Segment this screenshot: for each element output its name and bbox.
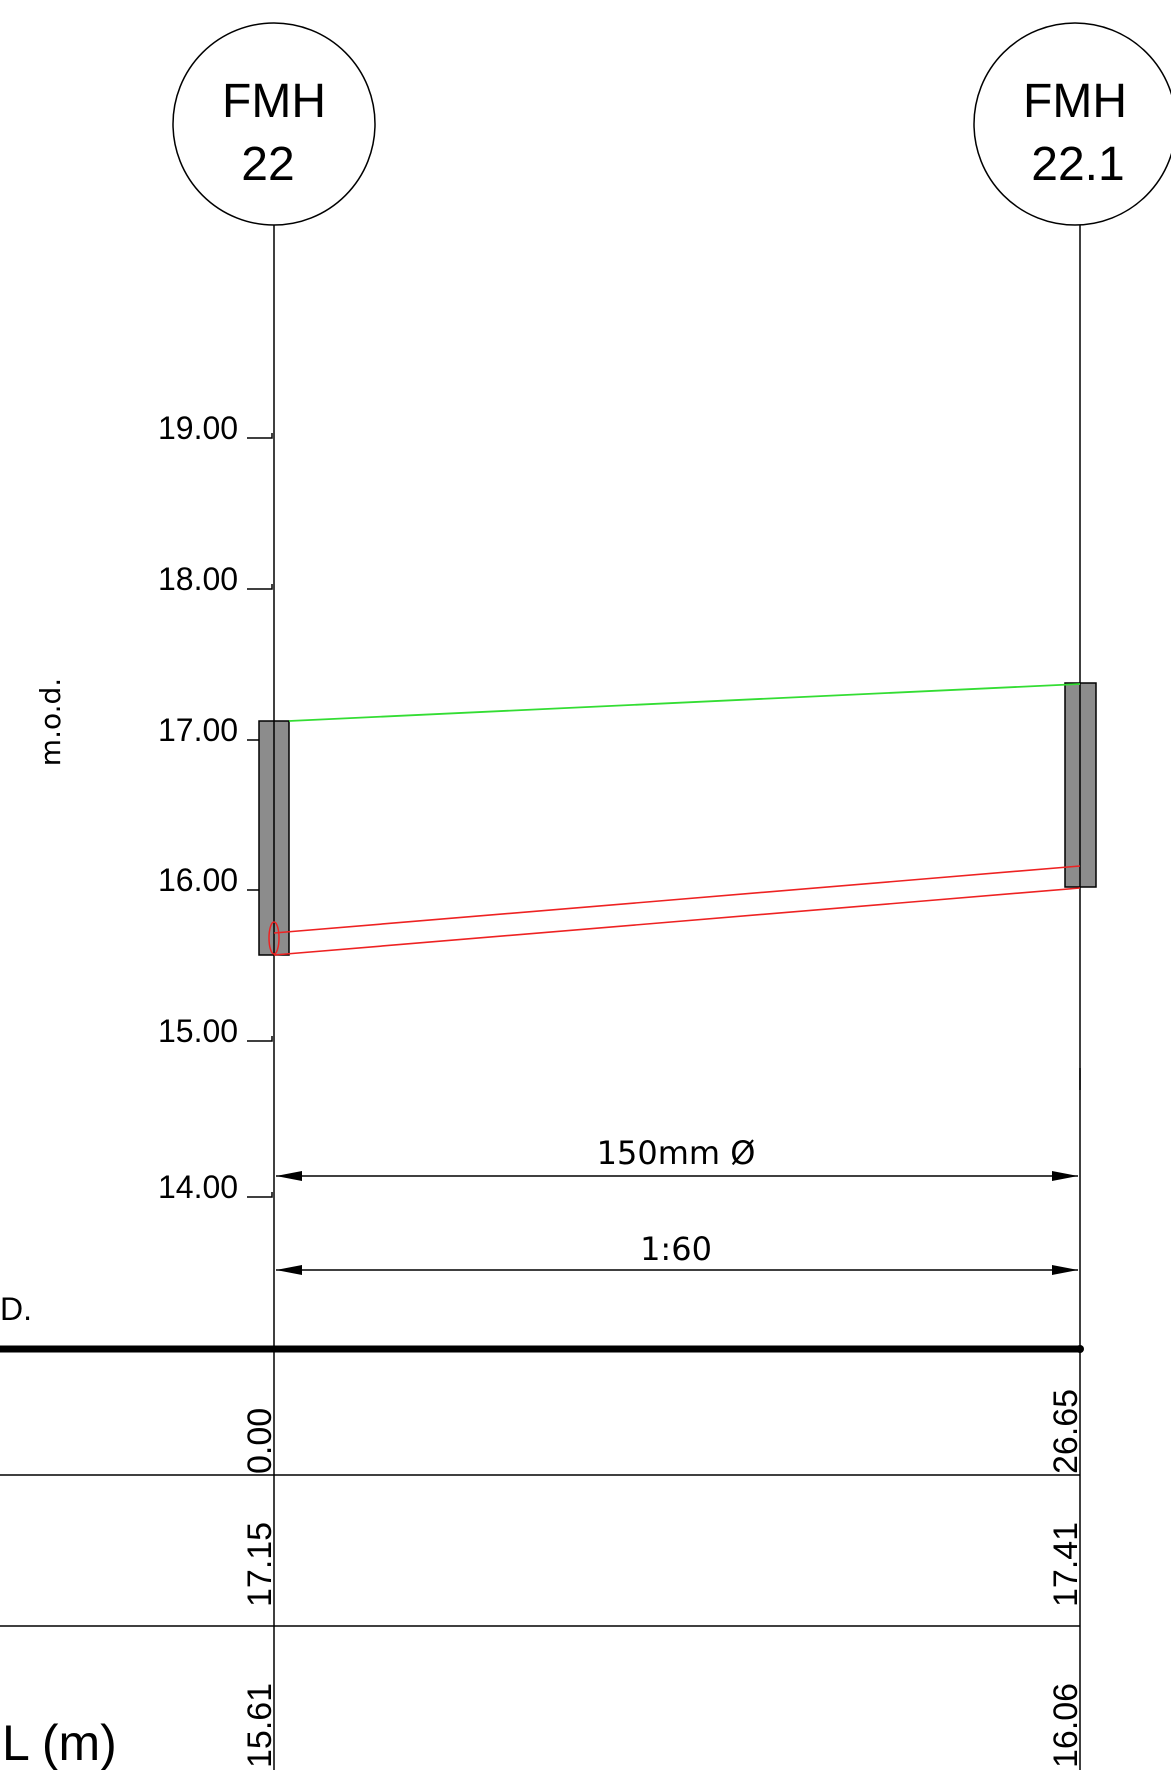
manhole-label-number: 22 (241, 138, 294, 191)
datum-line-end (1076, 1345, 1084, 1353)
cover-level-row: 17.15 17.41 (241, 1522, 1085, 1607)
chainage-row: 0.00 26.65 (241, 1389, 1085, 1474)
pipe-diameter-dimension: 150mm Ø (276, 1134, 1078, 1181)
axis-label-mod: m.o.d. (34, 678, 67, 766)
manhole-label-type: FMH (222, 75, 326, 128)
pipe-gradient-label: 1:60 (640, 1230, 712, 1268)
level-tick-mark (247, 1036, 273, 1042)
ground-level-line (288, 683, 1081, 722)
level-tick-mark (247, 584, 273, 590)
pipe-soffit-line (273, 865, 1081, 934)
chainage-value: 0.00 (241, 1408, 279, 1474)
invert-level-value: 16.06 (1047, 1683, 1085, 1768)
level-tick-label: 14.00 (158, 1169, 238, 1205)
arrowhead-right (1052, 1171, 1078, 1181)
manhole-label-number: 22.1 (1031, 138, 1124, 191)
level-tick-label: 17.00 (158, 712, 238, 748)
pipe-gradient-dimension: 1:60 (276, 1230, 1078, 1275)
arrowhead-left (276, 1171, 302, 1181)
invert-level-value: 15.61 (241, 1683, 279, 1768)
pipe-invert-line (273, 887, 1081, 956)
level-tick-mark (247, 433, 273, 439)
manhole-header-fmh-22-1: FMH 22.1 (973, 22, 1171, 226)
invert-level-row: 15.61 16.06 (241, 1683, 1085, 1768)
pipe-section-ellipse (268, 921, 280, 955)
level-axis: 19.00 18.00 17.00 16.00 15.00 14.00 (158, 410, 273, 1205)
chainage-value: 26.65 (1047, 1389, 1085, 1474)
cover-level-value: 17.41 (1047, 1522, 1085, 1607)
arrowhead-right (1052, 1265, 1078, 1275)
level-tick-label: 18.00 (158, 561, 238, 597)
arrowhead-left (276, 1265, 302, 1275)
level-tick-label: 19.00 (158, 410, 238, 446)
level-tick-label: 16.00 (158, 862, 238, 898)
manhole-circle (973, 22, 1171, 226)
level-tick-label: 15.00 (158, 1013, 238, 1049)
pipe-diameter-label: 150mm Ø (597, 1134, 756, 1172)
cover-level-value: 17.15 (241, 1522, 279, 1607)
level-tick-mark (247, 1192, 273, 1198)
row-label: L (m) (2, 1715, 117, 1770)
manhole-label-type: FMH (1023, 75, 1127, 128)
datum-label: D. (0, 1291, 32, 1327)
manhole-header-fmh-22: FMH 22 (172, 22, 376, 226)
